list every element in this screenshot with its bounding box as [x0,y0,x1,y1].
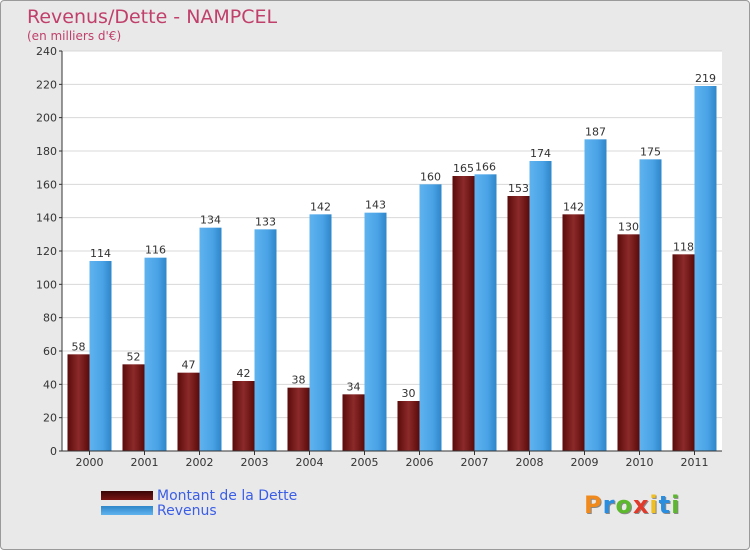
y-tick-label: 180 [36,145,57,158]
bar-revenus [199,227,222,451]
x-tick-label: 2003 [241,456,269,469]
chart-subtitle: (en milliers d'€) [27,29,122,43]
legend: Montant de la Dette Revenus [101,487,298,519]
bar-dette [672,254,695,451]
bar-dette [122,364,145,451]
proxiti-logo: Proxiti [584,491,680,519]
data-label-revenus: 219 [695,72,716,85]
bar-dette [397,401,420,451]
bar-revenus [474,174,497,452]
data-label-revenus: 143 [365,199,386,212]
y-tick-label: 20 [43,412,57,425]
data-label-dette: 34 [347,380,361,393]
chart-title: Revenus/Dette - NAMPCEL [27,6,278,28]
legend-item-dette: Montant de la Dette [101,487,298,504]
data-label-dette: 38 [292,374,306,387]
data-label-dette: 142 [563,200,584,213]
bar-dette [232,381,255,451]
data-label-dette: 42 [237,367,251,380]
x-tick-label: 2005 [351,456,379,469]
x-tick-label: 2010 [626,456,654,469]
data-label-revenus: 134 [200,214,221,227]
logo-letter: i [671,491,681,519]
data-label-revenus: 187 [585,125,606,138]
data-label-dette: 153 [508,182,529,195]
y-tick-label: 140 [36,212,57,225]
x-tick-label: 2004 [296,456,324,469]
bar-revenus [144,257,167,451]
y-tick-label: 100 [36,278,57,291]
bar-revenus [694,86,717,451]
x-tick-label: 2006 [406,456,434,469]
bar-revenus [309,214,332,451]
data-label-revenus: 133 [255,215,276,228]
y-tick-label: 0 [50,445,57,458]
data-label-dette: 30 [402,387,416,400]
logo-letter: t [658,491,672,519]
bar-dette [617,234,640,451]
y-tick-label: 220 [36,78,57,91]
data-label-revenus: 142 [310,200,331,213]
data-label-dette: 118 [673,240,694,253]
y-tick-label: 80 [43,312,57,325]
bar-dette [562,214,585,451]
y-tick-label: 60 [43,345,57,358]
x-tick-label: 2011 [681,456,709,469]
y-tick-label: 120 [36,245,57,258]
legend-label-dette: Montant de la Dette [157,487,298,504]
logo-letter: o [615,491,633,519]
y-tick-label: 240 [36,45,57,58]
bar-dette [452,176,475,451]
bar-revenus [584,139,607,452]
data-label-revenus: 174 [530,147,551,160]
legend-item-revenus: Revenus [101,502,297,519]
data-label-revenus: 116 [145,244,166,257]
bar-revenus [529,161,552,451]
bar-revenus [364,212,387,451]
bar-dette [287,387,310,451]
bar-revenus [89,261,112,451]
y-tick-label: 160 [36,178,57,191]
logo-letter: i [649,491,659,519]
x-tick-label: 2001 [131,456,159,469]
x-tick-label: 2009 [571,456,599,469]
data-label-dette: 52 [127,350,141,363]
data-label-dette: 130 [618,220,639,233]
x-tick-label: 2008 [516,456,544,469]
data-label-revenus: 166 [475,160,496,173]
logo-letter: x [632,491,650,519]
bar-dette [507,196,530,451]
x-tick-label: 2007 [461,456,489,469]
data-label-dette: 165 [453,162,474,175]
bar-dette [177,372,200,451]
y-tick-label: 200 [36,112,57,125]
legend-swatch-revenus [101,506,153,515]
bar-revenus [419,184,442,452]
data-label-revenus: 175 [640,145,661,158]
logo-letter: P [584,491,603,519]
bar-dette [67,354,90,451]
data-label-dette: 47 [182,359,196,372]
data-label-revenus: 114 [90,247,111,260]
data-label-dette: 58 [72,340,86,353]
legend-label-revenus: Revenus [157,502,217,519]
bar-revenus [639,159,662,452]
data-label-revenus: 160 [420,170,441,183]
y-tick-label: 40 [43,378,57,391]
bar-revenus [254,229,277,451]
logo-letter: r [602,491,616,519]
legend-swatch-dette [101,491,153,500]
x-tick-label: 2002 [186,456,214,469]
bar-dette [342,394,365,451]
x-tick-label: 2000 [76,456,104,469]
